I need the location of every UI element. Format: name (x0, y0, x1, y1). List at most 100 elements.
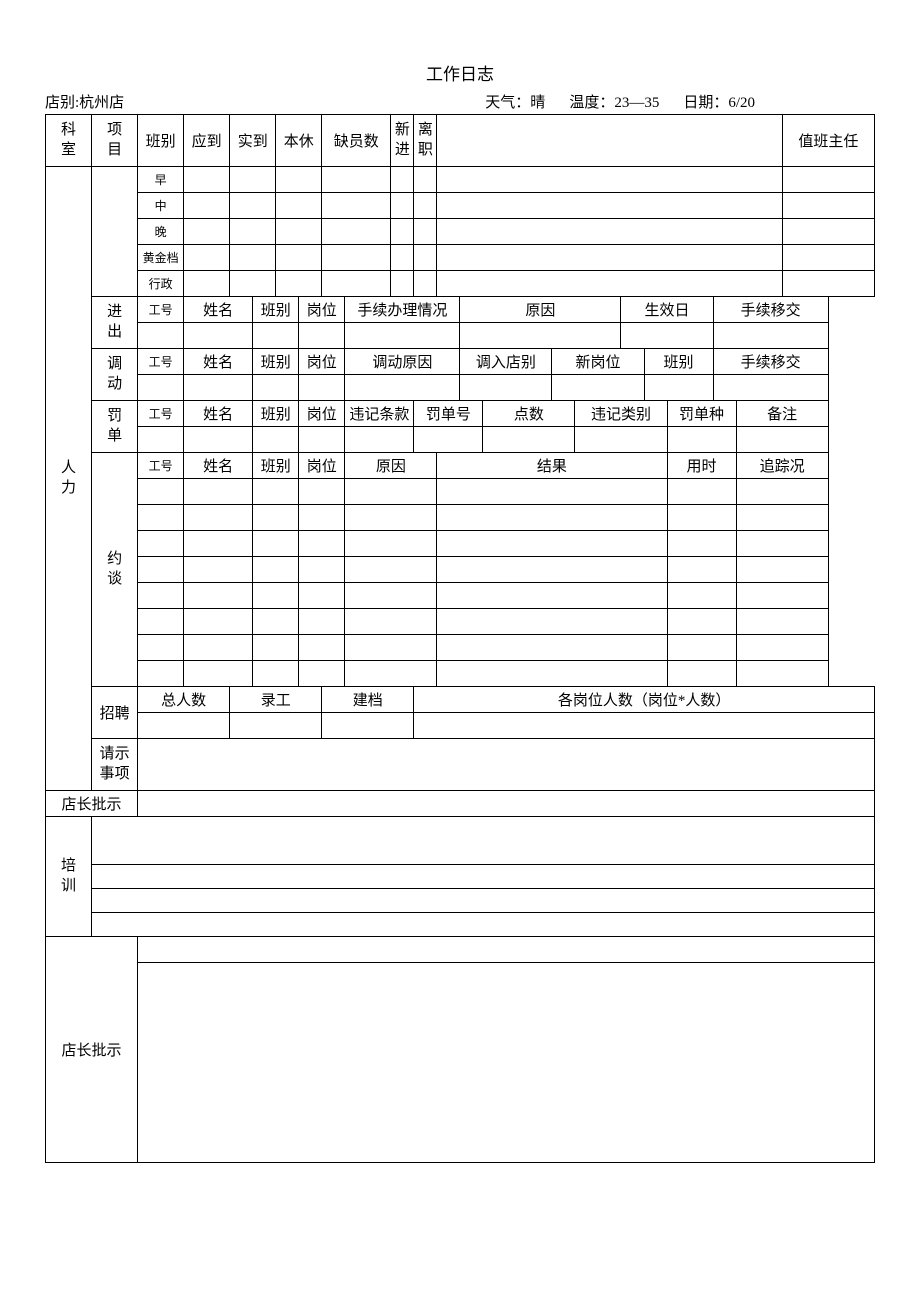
penalty-points: 点数 (483, 401, 575, 427)
penalty-post: 岗位 (299, 401, 345, 427)
recruit-archive: 建档 (322, 687, 414, 713)
shift-evening-row: 晚 (46, 219, 875, 245)
col-expected: 应到 (184, 115, 230, 167)
recruit-entry: 录工 (230, 687, 322, 713)
interview-r7 (46, 635, 875, 661)
worklog-table: 科室 项目 班别 应到 实到 本休 缺员数 新进 离职 值班主任 人力 早 中 … (45, 114, 875, 1163)
col-shift: 班别 (138, 115, 184, 167)
interview-post: 岗位 (299, 453, 345, 479)
recruit-total: 总人数 (138, 687, 230, 713)
col-leave: 离职 (414, 115, 437, 167)
section-training: 培训 (46, 817, 92, 937)
training-r1: 培训 (46, 817, 875, 865)
penalty-header: 罚单 工号 姓名 班别 岗位 违记条款 罚单号 点数 违记类别 罚单种 备注 (46, 401, 875, 427)
inout-data (46, 323, 875, 349)
shift-admin: 行政 (138, 271, 184, 297)
temp-label: 温度：23—35 (569, 91, 659, 112)
request-row: 请示事项 (46, 739, 875, 791)
shift-mid: 中 (138, 193, 184, 219)
project-blank (92, 167, 138, 297)
recruit-data (46, 713, 875, 739)
shift-prime-row: 黄金档 (46, 245, 875, 271)
interview-r5 (46, 583, 875, 609)
transfer-shift: 班别 (253, 349, 299, 375)
training-r3 (46, 889, 875, 913)
col-newin: 新进 (391, 115, 414, 167)
weather-label: 天气：晴 (485, 91, 545, 112)
interview-reason: 原因 (345, 453, 437, 479)
interview-name: 姓名 (184, 453, 253, 479)
transfer-newpost: 新岗位 (552, 349, 644, 375)
shift-mid-row: 中 (46, 193, 875, 219)
interview-followup: 追踪况 (736, 453, 828, 479)
training-r2 (46, 865, 875, 889)
interview-r2 (46, 505, 875, 531)
interview-empid: 工号 (138, 453, 184, 479)
col-off: 本休 (276, 115, 322, 167)
col-project: 项目 (92, 115, 138, 167)
shift-morning: 早 (138, 167, 184, 193)
shift-prime: 黄金档 (138, 245, 184, 271)
col-blank (437, 115, 782, 167)
interview-duration: 用时 (667, 453, 736, 479)
transfer-tostore: 调入店别 (460, 349, 552, 375)
inout-name: 姓名 (184, 297, 253, 323)
header-row: 科室 项目 班别 应到 实到 本休 缺员数 新进 离职 值班主任 (46, 115, 875, 167)
interview-shift: 班别 (253, 453, 299, 479)
section-recruit: 招聘 (92, 687, 138, 739)
transfer-handover: 手续移交 (713, 349, 828, 375)
penalty-category: 违记类别 (575, 401, 667, 427)
inout-handover: 手续移交 (713, 297, 828, 323)
approval-row-1: 店长批示 (46, 791, 875, 817)
shift-morning-row: 人力 早 (46, 167, 875, 193)
penalty-shift: 班别 (253, 401, 299, 427)
inout-reason: 原因 (460, 297, 621, 323)
inout-process: 手续办理情况 (345, 297, 460, 323)
penalty-name: 姓名 (184, 401, 253, 427)
col-dept: 科室 (46, 115, 92, 167)
section-transfer: 调动 (92, 349, 138, 401)
inout-empid: 工号 (138, 297, 184, 323)
penalty-clause: 违记条款 (345, 401, 414, 427)
interview-r1 (46, 479, 875, 505)
transfer-header: 调动 工号 姓名 班别 岗位 调动原因 调入店别 新岗位 班别 手续移交 (46, 349, 875, 375)
training-r4 (46, 913, 875, 937)
inout-shift: 班别 (253, 297, 299, 323)
interview-r6 (46, 609, 875, 635)
col-shortage: 缺员数 (322, 115, 391, 167)
section-request: 请示事项 (92, 739, 138, 791)
interview-header: 约谈 工号 姓名 班别 岗位 原因 结果 用时 追踪况 (46, 453, 875, 479)
approval-big (46, 963, 875, 1163)
interview-r8 (46, 661, 875, 687)
store-label: 店别:杭州店 (45, 95, 124, 111)
interview-r4 (46, 557, 875, 583)
inout-header: 进出 工号 姓名 班别 岗位 手续办理情况 原因 生效日 手续移交 (46, 297, 875, 323)
penalty-ticketno: 罚单号 (414, 401, 483, 427)
section-penalty: 罚单 (92, 401, 138, 453)
recruit-header: 招聘 总人数 录工 建档 各岗位人数（岗位*人数） (46, 687, 875, 713)
recruit-byposition: 各岗位人数（岗位*人数） (414, 687, 875, 713)
section-inout: 进出 (92, 297, 138, 349)
shift-admin-row: 行政 (46, 271, 875, 297)
approval-row-2: 店长批示 (46, 937, 875, 963)
section-approval-1: 店长批示 (46, 791, 138, 817)
inout-effdate: 生效日 (621, 297, 713, 323)
transfer-name: 姓名 (184, 349, 253, 375)
penalty-remark: 备注 (736, 401, 828, 427)
col-duty-lead: 值班主任 (782, 115, 874, 167)
transfer-reason: 调动原因 (345, 349, 460, 375)
section-interview: 约谈 (92, 453, 138, 687)
col-actual: 实到 (230, 115, 276, 167)
header-info: 店别:杭州店 天气：晴 温度：23—35 日期：6/20 (45, 91, 875, 112)
transfer-empid: 工号 (138, 349, 184, 375)
inout-post: 岗位 (299, 297, 345, 323)
penalty-data (46, 427, 875, 453)
penalty-type: 罚单种 (667, 401, 736, 427)
shift-evening: 晚 (138, 219, 184, 245)
date-label: 日期：6/20 (683, 91, 755, 112)
transfer-post: 岗位 (299, 349, 345, 375)
section-approval-2: 店长批示 (46, 937, 138, 1163)
interview-r3 (46, 531, 875, 557)
interview-result: 结果 (437, 453, 667, 479)
page-title: 工作日志 (45, 60, 875, 85)
